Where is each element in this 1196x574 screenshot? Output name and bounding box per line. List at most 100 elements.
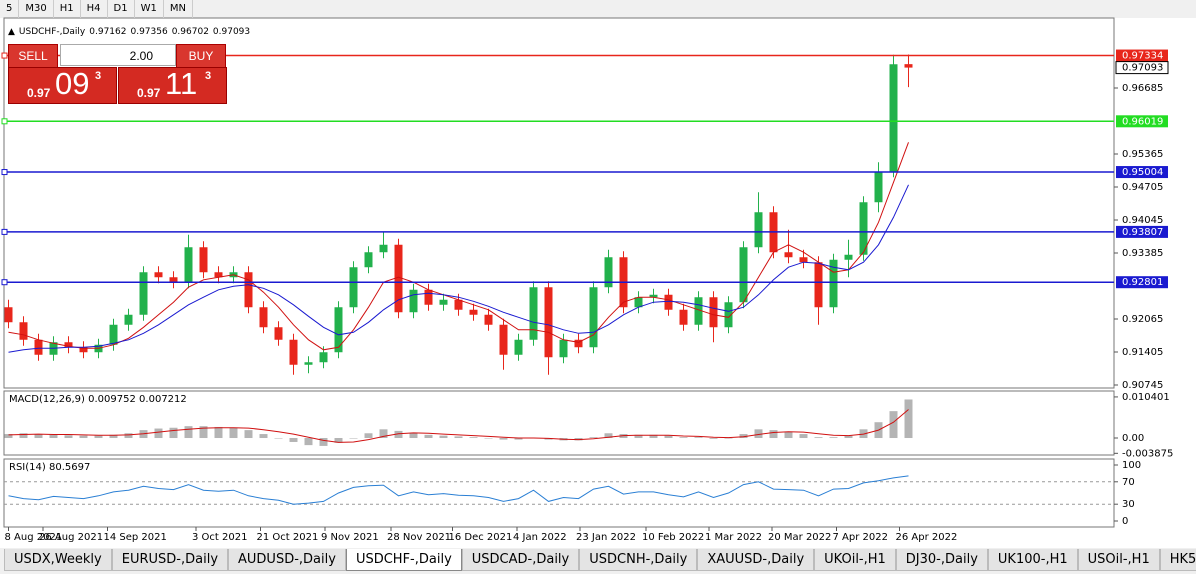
- candle-body: [514, 339, 523, 355]
- x-tick-label: 26 Apr 2022: [896, 532, 958, 543]
- macd-bar: [4, 434, 13, 439]
- macd-bar: [829, 437, 838, 439]
- high: 0.97356: [130, 27, 168, 37]
- x-tick-label: 21 Oct 2021: [257, 532, 319, 543]
- macd-bar: [844, 435, 853, 439]
- y-tick-label: 0.95365: [1122, 149, 1163, 160]
- chart-tab[interactable]: UKOil-,H1: [814, 549, 896, 571]
- chart-tab[interactable]: AUDUSD-,Daily: [228, 549, 346, 571]
- line-handle: [1, 52, 8, 59]
- candle-body: [64, 342, 73, 348]
- timeframe-button[interactable]: MN: [164, 0, 193, 18]
- candle-body: [289, 339, 298, 365]
- chart-tab[interactable]: EURUSD-,Daily: [111, 549, 229, 571]
- ask-prefix: 0.97: [137, 86, 161, 100]
- macd-name: MACD(12,26,9): [9, 394, 85, 405]
- macd-bar: [79, 435, 88, 439]
- collapse-icon[interactable]: ▲: [8, 27, 15, 37]
- candle-body: [454, 299, 463, 310]
- y-tick-label: -0.003875: [1122, 448, 1173, 459]
- price-label: 0.97334: [1122, 51, 1163, 62]
- macd-bar: [424, 434, 433, 439]
- macd-bar: [94, 435, 103, 439]
- x-tick-label: 28 Nov 2021: [387, 532, 451, 543]
- candle-body: [469, 309, 478, 315]
- y-tick-label: 0.92065: [1122, 314, 1163, 325]
- candle-body: [739, 247, 748, 303]
- price-label-box: [1116, 49, 1168, 62]
- macd-bar: [799, 434, 808, 439]
- macd-bar: [244, 430, 253, 439]
- macd-bar: [49, 434, 58, 439]
- macd-bar: [604, 433, 613, 439]
- close: 0.97093: [212, 27, 251, 37]
- x-tick-label: 26 Aug 2021: [39, 532, 103, 543]
- candle-body: [34, 339, 43, 355]
- timeframe-button[interactable]: H4: [81, 0, 108, 18]
- bid-quote[interactable]: 0.97 09 3: [8, 66, 117, 104]
- macd-bar: [109, 434, 118, 439]
- bid-big: 09: [55, 66, 90, 101]
- candle-body: [859, 202, 868, 255]
- candle-body: [544, 287, 553, 358]
- macd-bar: [319, 438, 328, 446]
- candle-body: [439, 299, 448, 305]
- buy-button[interactable]: BUY: [176, 44, 226, 68]
- chart-tab[interactable]: UK100-,H1: [987, 549, 1078, 571]
- x-tick-label: 23 Jan 2022: [576, 532, 636, 543]
- one-click-panel: SELL 2.00 BUY 0.97 09 3 0.97 11 3: [8, 44, 228, 104]
- timeframe-toolbar: 5 M30 H1 H4 D1 W1 MN: [0, 0, 193, 18]
- macd-bar: [469, 437, 478, 439]
- lots-input[interactable]: 2.00: [60, 44, 176, 66]
- ask-quote[interactable]: 0.97 11 3: [118, 66, 227, 104]
- y-tick-label: 0.010401: [1122, 392, 1170, 403]
- chart-tab[interactable]: USDCHF-,Daily: [345, 549, 462, 571]
- y-tick-label: 30: [1122, 499, 1135, 510]
- sell-button[interactable]: SELL: [8, 44, 58, 68]
- chart-tab[interactable]: DJ30-,Daily: [895, 549, 988, 571]
- macd-bar: [679, 437, 688, 439]
- macd-bar: [904, 399, 913, 439]
- chart-tab[interactable]: HK50-,H1: [1159, 549, 1196, 571]
- candle-body: [244, 272, 253, 308]
- macd-bar: [484, 438, 493, 439]
- macd-bar: [394, 430, 403, 439]
- candle-body: [664, 294, 673, 310]
- candle-body: [754, 212, 763, 248]
- macd-bar: [589, 437, 598, 439]
- moving-average: [8, 142, 909, 351]
- y-tick-label: 0: [1122, 516, 1128, 527]
- ask-big: 11: [165, 66, 198, 101]
- candle-body: [304, 362, 313, 365]
- chart-tab[interactable]: USDCNH-,Daily: [579, 549, 698, 571]
- chart-tab[interactable]: USDX,Weekly: [4, 549, 112, 571]
- macd-bar: [739, 434, 748, 439]
- price-label: 0.93807: [1122, 227, 1163, 238]
- timeframe-button[interactable]: M30: [19, 0, 54, 18]
- ask-sup: 3: [205, 70, 212, 82]
- candle-body: [19, 322, 28, 340]
- candle-body: [559, 339, 568, 358]
- price-label-box: [1116, 166, 1168, 179]
- last-price-label: 0.97093: [1122, 63, 1163, 74]
- macd-bar: [709, 438, 718, 439]
- y-tick-label: 0.96685: [1122, 83, 1163, 94]
- candle-body: [199, 247, 208, 273]
- timeframe-button[interactable]: 5: [0, 0, 20, 18]
- candle-body: [844, 254, 853, 260]
- candle-body: [724, 302, 733, 328]
- timeframe-button[interactable]: W1: [135, 0, 164, 18]
- macd-bar: [754, 429, 763, 439]
- x-tick-label: 3 Oct 2021: [192, 532, 247, 543]
- timeframe-button[interactable]: H1: [54, 0, 81, 18]
- open: 0.97162: [89, 27, 127, 37]
- chart-tab[interactable]: USOil-,H1: [1077, 549, 1160, 571]
- chart-tab[interactable]: USDCAD-,Daily: [461, 549, 580, 571]
- macd-bar: [349, 438, 358, 439]
- low: 0.96702: [171, 27, 209, 37]
- chart-tab[interactable]: XAUUSD-,Daily: [697, 549, 815, 571]
- macd-bar: [784, 431, 793, 439]
- macd-bar: [259, 434, 268, 439]
- macd-bar: [64, 435, 73, 439]
- timeframe-button[interactable]: D1: [108, 0, 135, 18]
